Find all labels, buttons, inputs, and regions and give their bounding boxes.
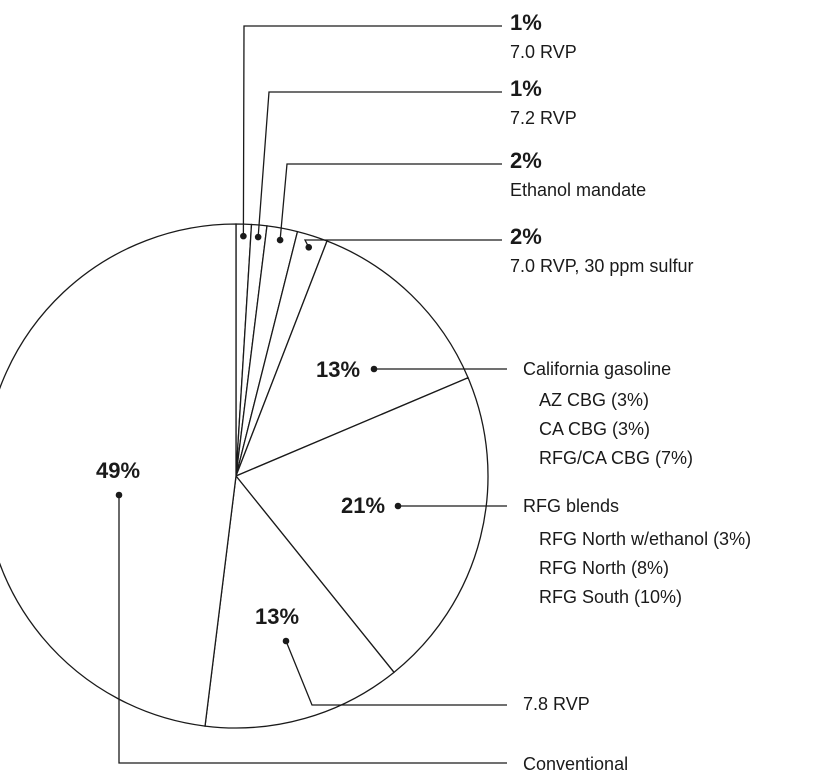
pct-label-6: 13% — [255, 604, 299, 629]
leader-line-2 — [279, 163, 502, 241]
slice-detail-5-0: RFG North w/ethanol (3%) — [539, 529, 751, 549]
leader-line-7 — [118, 495, 507, 764]
pie-slice-4 — [234, 240, 469, 478]
pct-label-7: 49% — [96, 458, 140, 483]
pct-label-3: 2% — [510, 224, 542, 249]
slice-name-4: California gasoline — [523, 359, 671, 379]
slice-detail-4-2: RFG/CA CBG (7%) — [539, 448, 693, 468]
slice-name-1: 7.2 RVP — [510, 108, 577, 128]
slice-name-5: RFG blends — [523, 496, 619, 516]
slice-name-0: 7.0 RVP — [510, 42, 577, 62]
pie-slices — [0, 223, 489, 729]
slice-labels: 1% 7.0 RVP 1% 7.2 RVP 2% Ethanol mandate 2% 7.0… — [96, 10, 751, 774]
pct-label-1: 1% — [510, 76, 542, 101]
leader-line-1 — [257, 91, 502, 238]
pct-label-5: 21% — [341, 493, 385, 518]
pct-label-4: 13% — [316, 357, 360, 382]
slice-name-2: Ethanol mandate — [510, 180, 646, 200]
pie-slice-5 — [234, 376, 489, 674]
pct-label-2: 2% — [510, 148, 542, 173]
leader-line-6 — [285, 640, 507, 706]
slice-detail-5-1: RFG North (8%) — [539, 558, 669, 578]
slice-detail-4-1: CA CBG (3%) — [539, 419, 650, 439]
slice-name-3: 7.0 RVP, 30 ppm sulfur — [510, 256, 693, 276]
leader-lines — [115, 25, 507, 764]
leader-line-3 — [303, 239, 502, 248]
pct-label-0: 1% — [510, 10, 542, 35]
slice-name-6: 7.8 RVP — [523, 694, 590, 714]
slice-detail-4-0: AZ CBG (3%) — [539, 390, 649, 410]
slice-detail-5-2: RFG South (10%) — [539, 587, 682, 607]
pie-slice-6 — [204, 474, 395, 729]
leader-line-0 — [242, 25, 502, 237]
pie-slice-7 — [0, 223, 237, 727]
slice-name-7: Conventional — [523, 754, 628, 774]
